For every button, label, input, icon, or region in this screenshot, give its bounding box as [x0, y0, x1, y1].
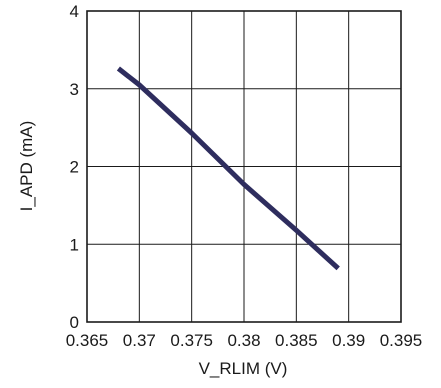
- plot-frame: [86, 10, 402, 323]
- series-layer: [116, 66, 340, 271]
- series-line: [116, 66, 340, 271]
- x-tick-label: 0.37: [123, 331, 156, 350]
- y-axis-ticks: 0 1 2 3 4: [70, 2, 79, 332]
- y-tick-label: 2: [70, 158, 79, 177]
- y-tick-label: 4: [70, 2, 79, 21]
- x-tick-label: 0.365: [66, 331, 109, 350]
- x-tick-label: 0.38: [227, 331, 260, 350]
- x-tick-label: 0.395: [380, 331, 423, 350]
- y-axis-label: I_APD (mA): [17, 121, 36, 212]
- x-tick-label: 0.385: [275, 331, 318, 350]
- x-tick-label: 0.375: [170, 331, 213, 350]
- y-tick-label: 0: [70, 313, 79, 332]
- y-tick-label: 3: [70, 80, 79, 99]
- plot-border: [86, 10, 402, 323]
- y-tick-label: 1: [70, 235, 79, 254]
- x-axis-ticks: 0.365 0.37 0.375 0.38 0.385 0.39 0.395: [66, 331, 423, 350]
- grid: [86, 10, 402, 323]
- x-tick-label: 0.39: [332, 331, 365, 350]
- x-axis-label: V_RLIM (V): [199, 359, 288, 378]
